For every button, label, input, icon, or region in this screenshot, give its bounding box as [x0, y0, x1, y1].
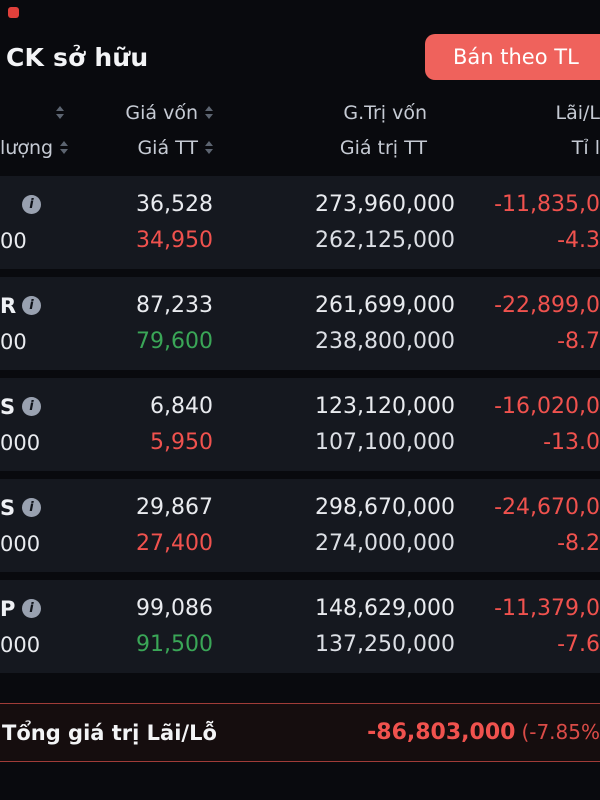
pl-percent: -7.6 — [557, 632, 600, 657]
ticker-label: S — [0, 394, 16, 419]
quantity: 000 — [0, 632, 41, 657]
pl-percent: -8.7 — [557, 329, 600, 354]
col-header-pl[interactable]: Lãi/L — [455, 100, 600, 125]
total-pl-values: -86,803,000 (-7.85% — [367, 720, 600, 745]
quantity: 00 — [0, 329, 27, 354]
cost-value: 123,120,000 — [315, 394, 455, 419]
col-header-symbol[interactable] — [0, 100, 92, 125]
status-bar — [0, 0, 600, 28]
market-price: 91,500 — [136, 632, 213, 657]
stock-row[interactable]: S i 6,840 123,120,000 -16,020,0 000 5,95… — [0, 378, 600, 471]
info-icon[interactable]: i — [22, 195, 41, 214]
quantity: 000 — [0, 531, 41, 556]
col-header-label: Lãi/L — [555, 101, 600, 124]
market-price: 27,400 — [136, 531, 213, 556]
sort-icon[interactable] — [205, 106, 213, 119]
pl-value: -24,670,0 — [494, 495, 600, 520]
quantity: 000 — [0, 430, 41, 455]
sort-icon[interactable] — [56, 106, 64, 119]
col-header-quantity[interactable]: lượng — [0, 135, 92, 160]
ticker-label: R — [0, 293, 17, 318]
cost-price: 99,086 — [136, 596, 213, 621]
col-header-label: Tỉ l — [571, 136, 600, 159]
info-icon[interactable]: i — [22, 296, 41, 315]
market-price: 5,950 — [150, 430, 213, 455]
col-header-label: Giá TT — [137, 136, 198, 159]
cost-value: 148,629,000 — [315, 596, 455, 621]
market-price: 34,950 — [136, 228, 213, 253]
page-header: CK sở hữu Bán theo TL — [0, 28, 600, 86]
col-header-label: lượng — [0, 136, 54, 159]
stock-row[interactable]: P i 99,086 148,629,000 -11,379,0 000 91,… — [0, 580, 600, 673]
pl-value: -16,020,0 — [494, 394, 600, 419]
total-pl-label: Tổng giá trị Lãi/Lỗ — [2, 720, 217, 745]
col-header-market-value[interactable]: Giá trị TT — [213, 135, 455, 160]
col-header-pl-pct[interactable]: Tỉ l — [455, 135, 600, 160]
col-header-cost-value[interactable]: G.Trị vốn — [213, 100, 455, 125]
market-value: 262,125,000 — [315, 228, 455, 253]
col-header-label: Giá trị TT — [339, 136, 427, 159]
pl-percent: -4.3 — [557, 228, 600, 253]
cost-price: 87,233 — [136, 293, 213, 318]
total-pl-row: Tổng giá trị Lãi/Lỗ -86,803,000 (-7.85% — [0, 703, 600, 762]
stock-row[interactable]: S i 29,867 298,670,000 -24,670,0 000 27,… — [0, 479, 600, 572]
col-header-market-price[interactable]: Giá TT — [92, 135, 213, 160]
sort-icon[interactable] — [205, 141, 213, 154]
cost-value: 273,960,000 — [315, 192, 455, 217]
info-icon[interactable]: i — [22, 397, 41, 416]
market-value: 238,800,000 — [315, 329, 455, 354]
pl-percent: -8.2 — [557, 531, 600, 556]
pl-value: -11,379,0 — [494, 596, 600, 621]
col-header-cost-price[interactable]: Giá vốn — [92, 100, 213, 125]
total-pl-percent: (-7.85% — [521, 720, 600, 744]
info-icon[interactable]: i — [22, 599, 41, 618]
col-header-label: G.Trị vốn — [343, 101, 427, 124]
page-title: CK sở hữu — [6, 42, 149, 72]
market-value: 274,000,000 — [315, 531, 455, 556]
sell-by-ratio-button[interactable]: Bán theo TL — [425, 34, 600, 80]
cost-price: 6,840 — [150, 394, 213, 419]
stock-row[interactable]: i 36,528 273,960,000 -11,835,0 00 34,950… — [0, 176, 600, 269]
red-dot-icon — [8, 7, 19, 18]
pl-value: -22,899,0 — [494, 293, 600, 318]
cost-price: 36,528 — [136, 192, 213, 217]
ticker-label: S — [0, 495, 16, 520]
total-pl-amount: -86,803,000 — [367, 720, 516, 745]
ticker-label: P — [0, 596, 16, 621]
sort-icon[interactable] — [60, 141, 69, 154]
market-price: 79,600 — [136, 329, 213, 354]
pl-value: -11,835,0 — [494, 192, 600, 217]
table-header: Giá vốn G.Trị vốn Lãi/L lượng Giá TT Giá… — [0, 86, 600, 176]
market-value: 107,100,000 — [315, 430, 455, 455]
pl-percent: -13.0 — [543, 430, 600, 455]
cost-value: 261,699,000 — [315, 293, 455, 318]
stock-row[interactable]: R i 87,233 261,699,000 -22,899,0 00 79,6… — [0, 277, 600, 370]
cost-price: 29,867 — [136, 495, 213, 520]
cost-value: 298,670,000 — [315, 495, 455, 520]
info-icon[interactable]: i — [22, 498, 41, 517]
market-value: 137,250,000 — [315, 632, 455, 657]
quantity: 00 — [0, 228, 27, 253]
col-header-label: Giá vốn — [125, 101, 198, 124]
